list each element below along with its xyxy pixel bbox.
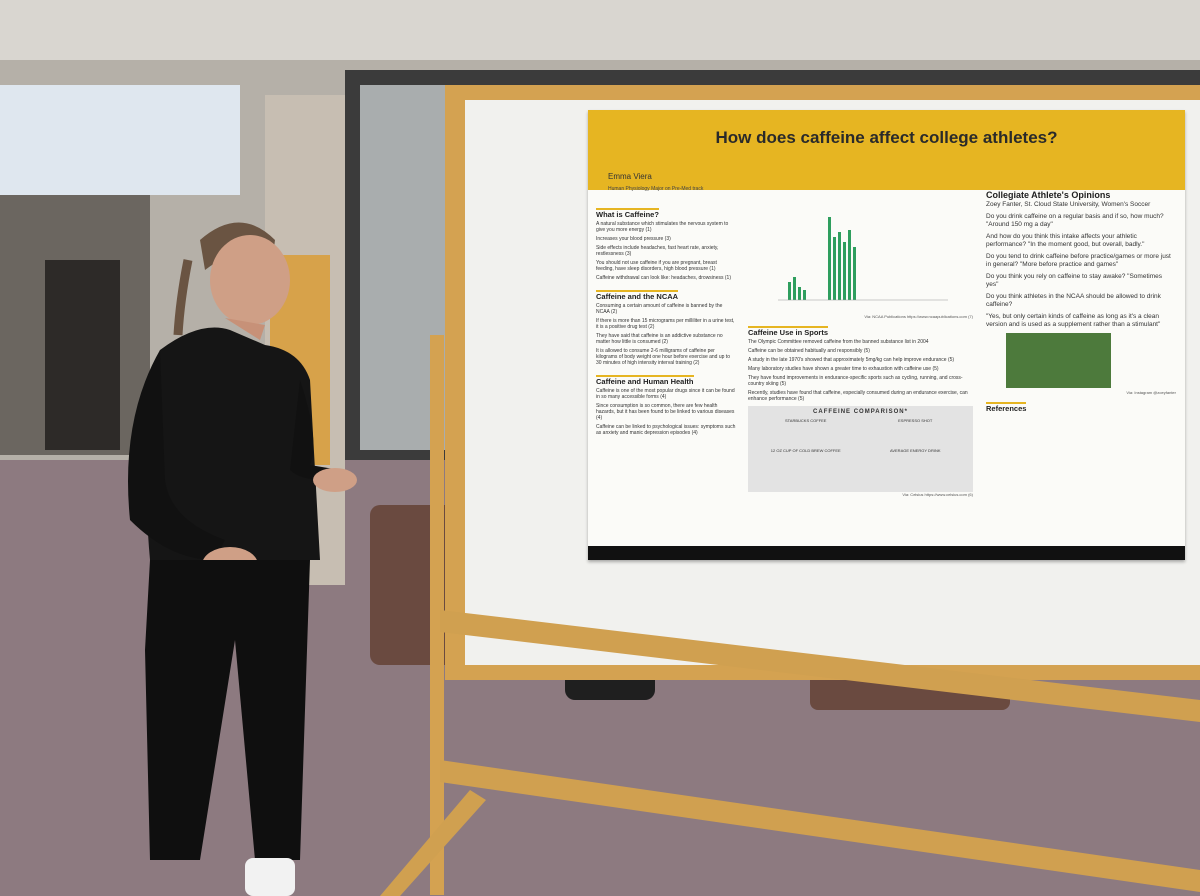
photo-credit: Via: Instagram @zoeyfanter — [1126, 390, 1176, 395]
section-item: They have said that caffeine is an addic… — [596, 333, 723, 345]
legs — [145, 560, 310, 860]
chart-bar — [853, 247, 856, 300]
comparison-label: AVERAGE ENERGY DRINK — [889, 448, 941, 453]
chart-bar — [793, 277, 796, 300]
chart-bar — [843, 242, 846, 300]
chart-bar — [788, 282, 791, 300]
comparison-credit: Via: Celsius https://www.celsius.com (6) — [902, 492, 973, 497]
section-item: Caffeine is one of the most popular drug… — [596, 388, 735, 400]
section-item: It is allowed to consume 2-6 milligrams … — [596, 348, 730, 366]
braid — [173, 259, 193, 336]
comparison-label: ESPRESSO SHOT — [898, 418, 933, 423]
qa-item: And how do you think this intake affects… — [986, 233, 1145, 248]
section-item: Side effects include headaches, fast hea… — [596, 245, 719, 257]
section-item: Since consumption is so common, there ar… — [596, 403, 735, 421]
section-item: Caffeine withdrawal can look like: heada… — [596, 275, 731, 281]
qa-item: "Yes, but only certain kinds of caffeine… — [986, 313, 1161, 328]
section-item: They have found improvements in enduranc… — [748, 375, 963, 387]
poster-title: How does caffeine affect college athlete… — [715, 128, 1058, 147]
poster-chart — [778, 217, 948, 301]
poster: How does caffeine affect college athlete… — [588, 110, 1185, 560]
arm — [128, 350, 225, 560]
qa-item: Do you think you rely on caffeine to sta… — [986, 273, 1162, 288]
atrium — [0, 85, 240, 195]
section-heading: What is Caffeine? — [596, 208, 659, 219]
head — [210, 235, 290, 325]
chart-bar — [828, 217, 831, 300]
right-column: Collegiate Athlete's Opinions Zoey Fante… — [986, 190, 1176, 415]
qa-item: Do you drink caffeine on a regular basis… — [986, 213, 1164, 228]
section-item: You should not use caffeine if you are p… — [596, 260, 717, 272]
shoe — [245, 858, 295, 896]
section-item: Many laboratory studies have shown a gre… — [748, 366, 939, 372]
qa-item: Do you think athletes in the NCAA should… — [986, 293, 1161, 308]
chart-bar — [803, 290, 806, 300]
chart-bar — [848, 230, 851, 300]
board-leg — [430, 335, 444, 895]
comparison-label: 12 OZ CUP OF COLD BREW COFFEE — [770, 448, 841, 453]
chart-bar — [798, 287, 801, 300]
chart-bar — [833, 237, 836, 300]
section-item: Increases your blood pressure (3) — [596, 236, 671, 242]
section-item: If there is more than 15 micrograms per … — [596, 318, 735, 330]
board-rail — [440, 760, 1200, 892]
section-heading: Caffeine Use in Sports — [748, 326, 829, 337]
neck — [225, 318, 265, 340]
comparison-labels: STARBUCKS COFFEE ESPRESSO SHOT 12 OZ CUP O… — [751, 418, 970, 478]
athlete: Zoey Fanter, St. Cloud State University,… — [986, 201, 1151, 208]
poster-author: Emma Viera — [608, 172, 652, 181]
opinions-heading: Collegiate Athlete's Opinions — [986, 190, 1111, 200]
comparison-title: CAFFEINE COMPARISON* — [813, 409, 908, 415]
section-item: Caffeine can be obtained habitually and … — [748, 348, 870, 354]
middle-column: Via: NCAA Publications https://www.ncaap… — [748, 202, 973, 498]
section-item: Caffeine can be linked to psychological … — [596, 424, 736, 436]
section-item: Recently, studies have found that caffei… — [748, 390, 968, 402]
qa-list: Do you drink caffeine on a regular basis… — [986, 213, 1176, 329]
section-heading: Caffeine and Human Health — [596, 375, 694, 386]
board-rail — [440, 610, 1200, 722]
section-item: The Olympic Committee removed caffeine f… — [748, 339, 929, 345]
hand — [313, 468, 357, 492]
section-item: A study in the late 1970's showed that a… — [748, 357, 955, 363]
poster-header — [588, 110, 1185, 190]
section-heading: Caffeine and the NCAA — [596, 290, 679, 301]
athlete-photo — [1006, 333, 1111, 388]
left-column: What is Caffeine? A natural substance whi… — [596, 202, 736, 439]
poster-subtitle: Human Physiology Major on Pre-Med track — [608, 186, 704, 192]
sports-section: Caffeine Use in Sports The Olympic Commit… — [748, 320, 973, 402]
qa-item: Do you tend to drink caffeine before pra… — [986, 253, 1171, 268]
board-foot — [380, 790, 486, 896]
section-item: A natural substance which stimulates the… — [596, 221, 729, 233]
comparison-label: STARBUCKS COFFEE — [784, 418, 827, 423]
bookshelf — [45, 260, 120, 450]
chart-credit: Via: NCAA Publications https://www.ncaap… — [864, 314, 973, 319]
section-item: Consuming a certain amount of caffeine i… — [596, 303, 723, 315]
references-heading: References — [986, 402, 1027, 413]
chart-bar — [838, 232, 841, 300]
comparison-box: CAFFEINE COMPARISON* STARBUCKS COFFEE ESP… — [748, 406, 973, 492]
arm — [290, 380, 340, 480]
torso — [146, 327, 320, 560]
poster-footer — [588, 546, 1185, 560]
